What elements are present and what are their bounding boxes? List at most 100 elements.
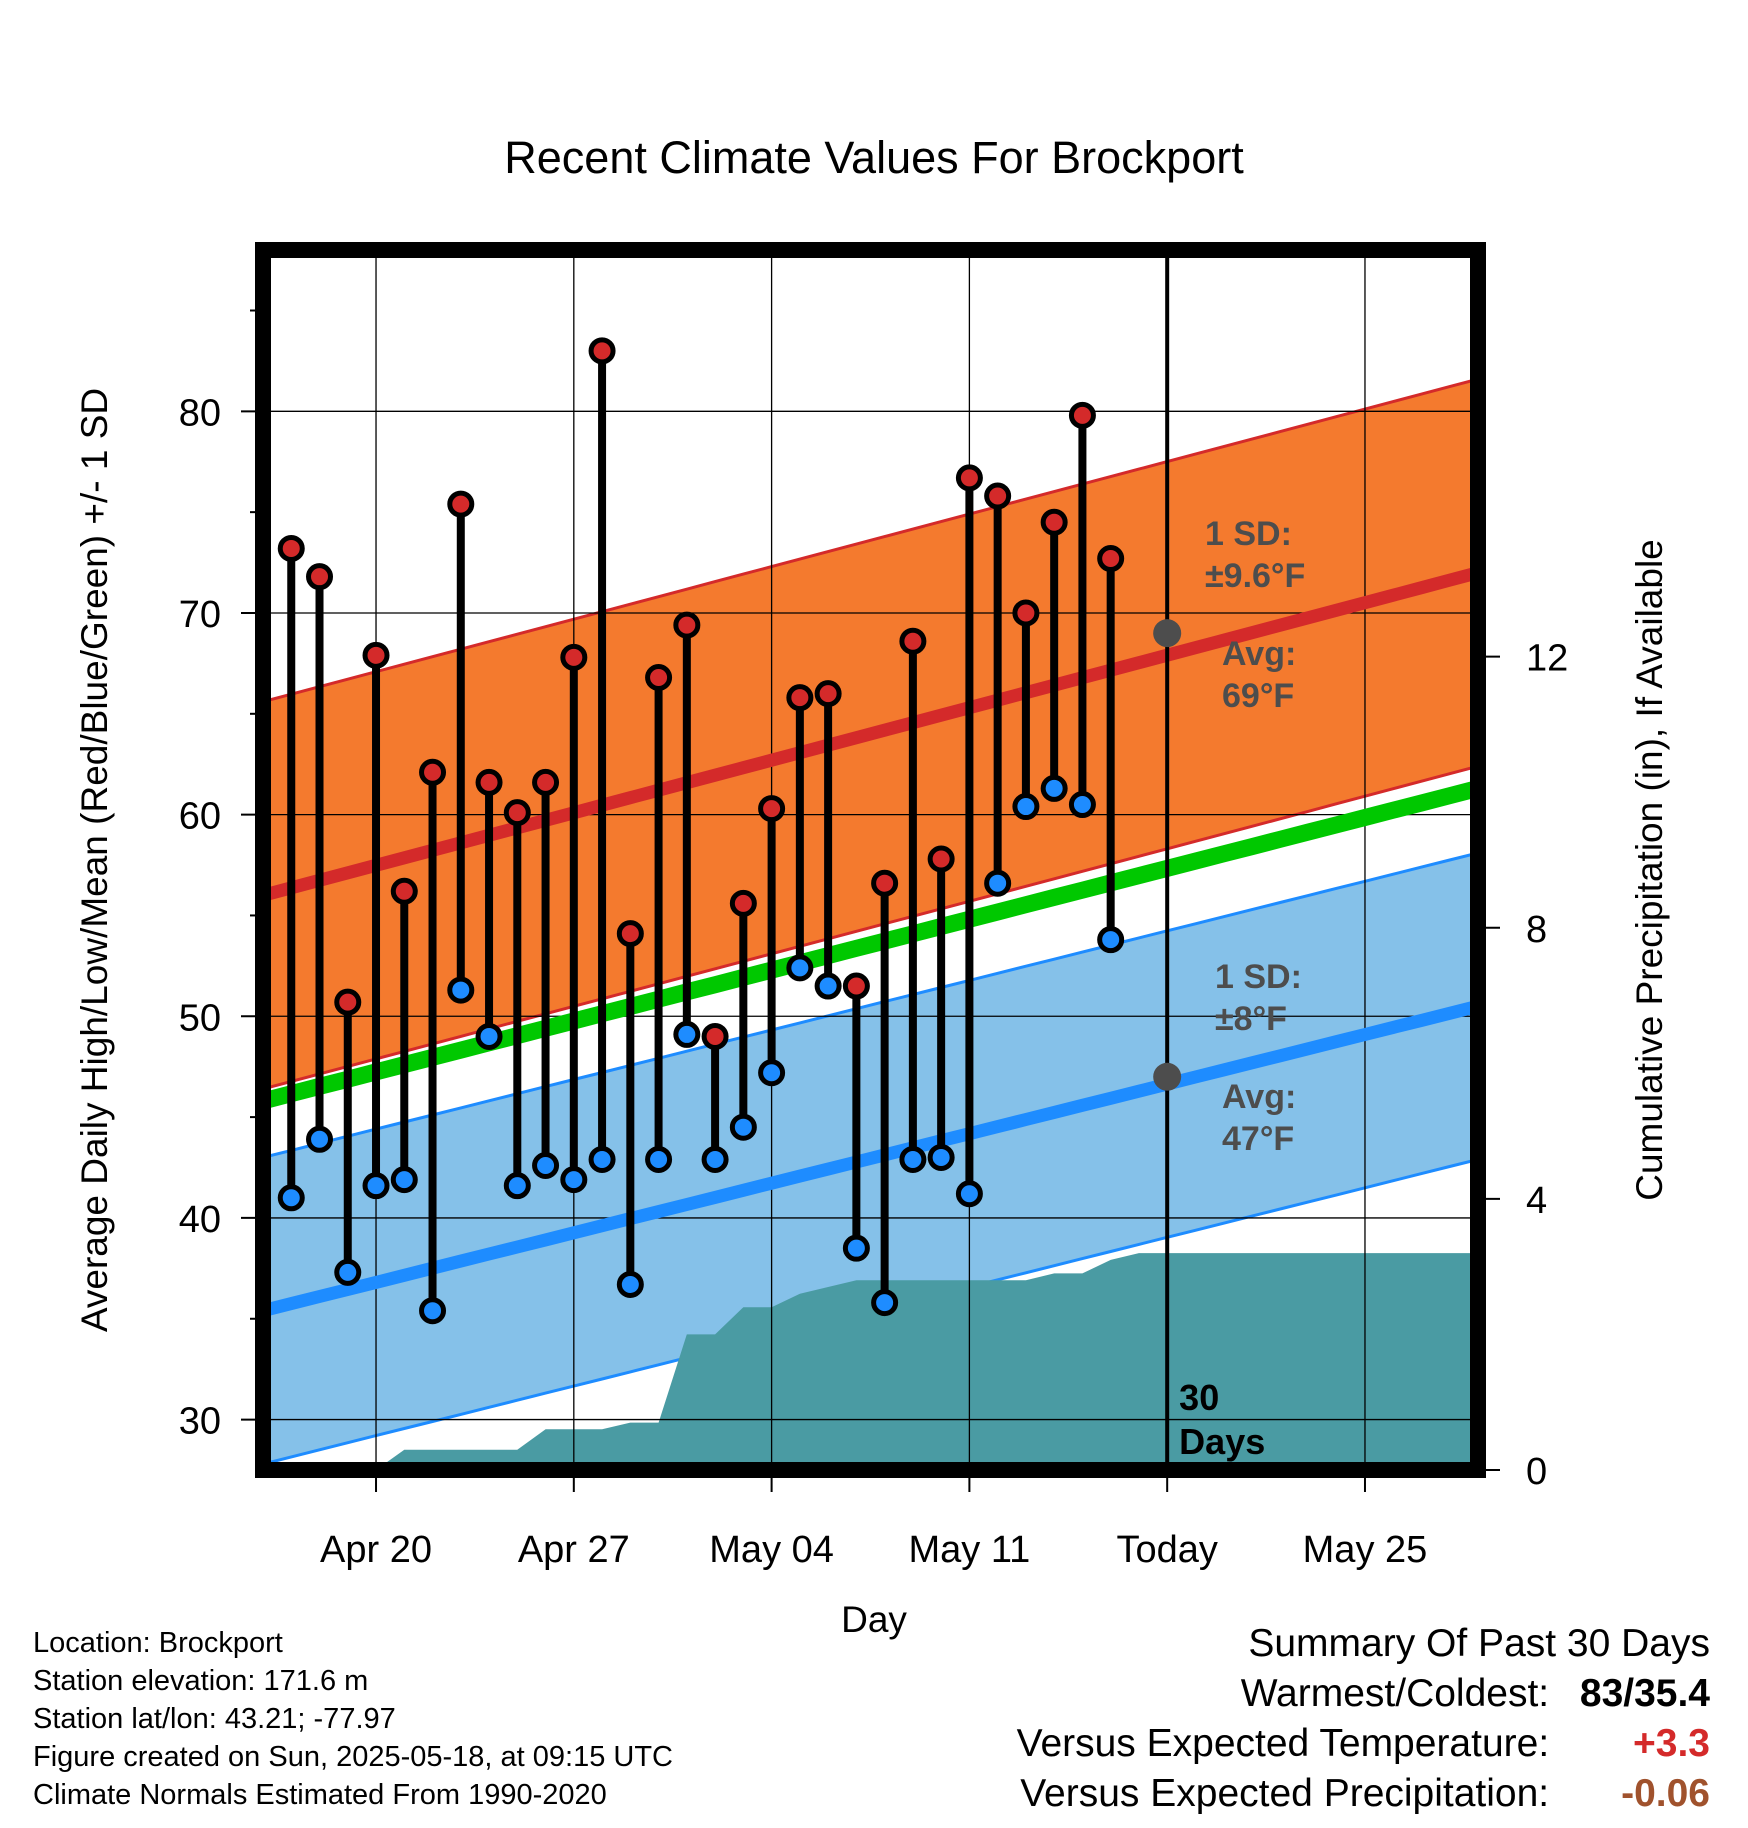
daily-high-point xyxy=(729,889,757,917)
daily-low-point xyxy=(786,954,814,982)
y-tick-label-left: 60 xyxy=(179,796,221,838)
x-tick-label: May 25 xyxy=(1303,1529,1428,1571)
daily-low-point xyxy=(1040,774,1068,802)
daily-low-point xyxy=(616,1270,644,1298)
daily-low-point xyxy=(362,1172,390,1200)
daily-low-point xyxy=(758,1059,786,1087)
daily-low-point xyxy=(842,1234,870,1262)
summary-heading: Summary Of Past 30 Days xyxy=(1248,1622,1710,1665)
daily-high-point xyxy=(899,627,927,655)
info-elevation: Station elevation: 171.6 m xyxy=(33,1665,369,1697)
high_avg-marker xyxy=(1153,619,1182,648)
daily-high-point xyxy=(758,795,786,823)
x-axis-label: Day xyxy=(841,1599,907,1640)
daily-low-point xyxy=(447,976,475,1004)
daily-high-point xyxy=(955,464,983,492)
x-tick-label: Apr 20 xyxy=(320,1529,432,1571)
daily-low-point xyxy=(419,1297,447,1325)
chart-title: Recent Climate Values For Brockport xyxy=(504,132,1244,183)
daily-low-point xyxy=(1097,926,1125,954)
daily-low-point xyxy=(306,1125,334,1153)
daily-high-point xyxy=(1097,545,1125,573)
daily-high-point xyxy=(532,768,560,796)
daily-high-point xyxy=(419,758,447,786)
daily-high-point xyxy=(277,534,305,562)
daily-low-point xyxy=(560,1166,588,1194)
daily-high-point xyxy=(390,877,418,905)
daily-high-point xyxy=(814,680,842,708)
daily-high-point xyxy=(842,972,870,1000)
daily-high-point xyxy=(447,490,475,518)
y-tick-label-left: 40 xyxy=(179,1199,221,1241)
daily-high-point xyxy=(984,482,1012,510)
daily-high-point xyxy=(871,869,899,897)
y-tick-label-left: 30 xyxy=(179,1401,221,1443)
daily-low-point xyxy=(984,869,1012,897)
avg-low-line xyxy=(263,999,1478,1318)
summary-precipitation: Versus Expected Precipitation: -0.06 xyxy=(1020,1772,1710,1816)
daily-high-point xyxy=(503,799,531,827)
y-tick-label-left: 50 xyxy=(179,997,221,1039)
info-location: Location: Brockport xyxy=(33,1627,283,1659)
daily-high-point xyxy=(1040,508,1068,536)
temp-label: Versus Expected Temperature: xyxy=(1016,1722,1550,1765)
info-created: Figure created on Sun, 2025-05-18, at 09… xyxy=(33,1741,673,1773)
today-window-label: Days xyxy=(1179,1421,1265,1462)
daily-low-point xyxy=(871,1289,899,1317)
daily-low-point xyxy=(277,1184,305,1212)
x-tick-label: Apr 27 xyxy=(518,1529,630,1571)
y-tick-label-right: 4 xyxy=(1526,1180,1547,1222)
annotation-high-avg: 69°F xyxy=(1222,677,1294,715)
info-latlon: Station lat/lon: 43.21; -77.97 xyxy=(33,1703,396,1735)
daily-low-point xyxy=(390,1166,418,1194)
daily-high-point xyxy=(588,337,616,365)
daily-low-point xyxy=(475,1022,503,1050)
daily-high-point xyxy=(1012,599,1040,627)
y-axis-label-right: Cumulative Precipitation (in), If Availa… xyxy=(1629,539,1670,1201)
daily-low-point xyxy=(645,1145,673,1173)
high-sd-band-lower-edge xyxy=(263,764,1478,1091)
low-sd-band-upper-edge xyxy=(263,851,1478,1159)
daily-high-point xyxy=(560,643,588,671)
avg-mean-line xyxy=(263,780,1478,1110)
daily-low-point xyxy=(955,1180,983,1208)
daily-high-point xyxy=(786,684,814,712)
precip-value: -0.06 xyxy=(1621,1772,1710,1815)
y-axis-label-left: Average Daily High/Low/Mean (Red/Blue/Gr… xyxy=(74,388,115,1332)
x-tick-label: Today xyxy=(1116,1529,1217,1571)
info-normals: Climate Normals Estimated From 1990-2020 xyxy=(33,1779,607,1811)
daily-high-point xyxy=(645,664,673,692)
avg-high-line xyxy=(263,566,1478,902)
annotation-high-avg: Avg: xyxy=(1222,635,1296,673)
annotation-low-sd: ±8°F xyxy=(1215,1000,1287,1038)
daily-low-point xyxy=(927,1143,955,1171)
daily-high-point xyxy=(927,845,955,873)
daily-low-point xyxy=(729,1113,757,1141)
y-tick-label-right: 0 xyxy=(1526,1451,1547,1493)
annotation-low-sd: 1 SD: xyxy=(1215,958,1302,996)
y-tick-label-left: 80 xyxy=(179,392,221,434)
daily-low-point xyxy=(673,1020,701,1048)
high-sd-band-upper-edge xyxy=(263,377,1478,704)
daily-low-point xyxy=(1012,793,1040,821)
daily-high-point xyxy=(1068,401,1096,429)
summary-warmest-coldest: Warmest/Coldest: 83/35.4 xyxy=(1241,1672,1710,1716)
annotation-high-sd: ±9.6°F xyxy=(1205,557,1305,595)
y-tick-label-left: 70 xyxy=(179,594,221,636)
daily-high-point xyxy=(334,988,362,1016)
y-tick-label-right: 8 xyxy=(1526,909,1547,951)
daily-high-point xyxy=(701,1022,729,1050)
daily-low-point xyxy=(532,1152,560,1180)
daily-low-point xyxy=(588,1145,616,1173)
daily-low-point xyxy=(334,1258,362,1286)
warmest-coldest-value: 83/35.4 xyxy=(1579,1672,1710,1715)
daily-low-point xyxy=(1128,0,1150,11)
daily-high-point xyxy=(1128,0,1150,11)
daily-high-point xyxy=(673,611,701,639)
precip-label: Versus Expected Precipitation: xyxy=(1020,1772,1550,1815)
daily-high-point xyxy=(475,768,503,796)
annotation-low-avg: Avg: xyxy=(1222,1078,1296,1116)
cumulative-precip-area xyxy=(263,1253,1478,1470)
x-tick-label: May 11 xyxy=(908,1529,1030,1571)
summary-temperature: Versus Expected Temperature: +3.3 xyxy=(1017,1722,1710,1766)
